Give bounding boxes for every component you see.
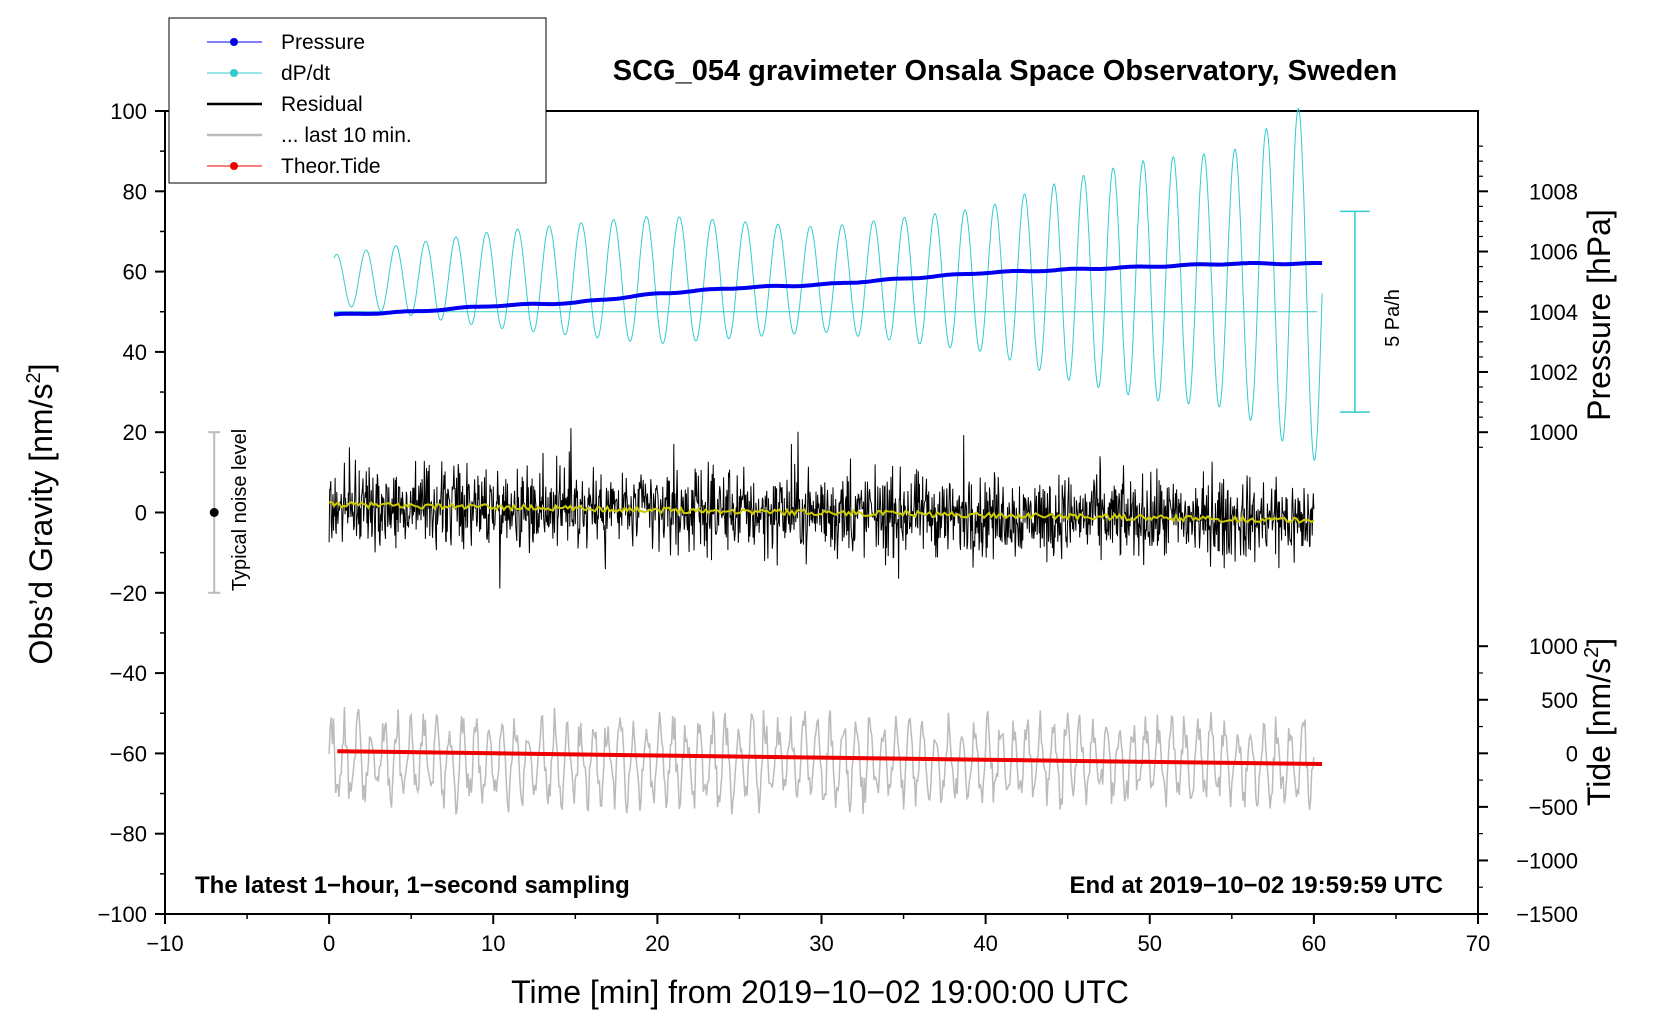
tide-axis-title: Tide [nm/s2] <box>1581 638 1617 806</box>
tide-axis-title-end: ] <box>1581 638 1617 647</box>
x-tick-label: 30 <box>809 931 833 956</box>
y-tick-label: 20 <box>123 420 147 445</box>
y-tick-label: −80 <box>110 822 147 847</box>
noise-level-label: Typical noise level <box>229 429 251 591</box>
y-axis-title: Obs’d Gravity [nm/s2] <box>23 364 59 665</box>
noise-center-dot <box>209 508 219 517</box>
residual-line <box>328 428 1315 589</box>
legend-label: Theor.Tide <box>281 155 381 178</box>
axes-layer: −10 0 10 20 30 40 50 60 70100806040200−20−40−60−… <box>97 99 1578 956</box>
tide-axis-title-sup: 2 <box>1581 647 1603 658</box>
pressure-tick-label: 1002 <box>1529 360 1578 385</box>
y-tick-label: 60 <box>123 260 147 285</box>
y-tick-label: 0 <box>135 501 147 526</box>
tide-tick-label: −500 <box>1528 795 1578 820</box>
last-10min-line <box>328 707 1315 815</box>
tide-tick-label: 1000 <box>1529 634 1578 659</box>
y-axis-title-end: ] <box>23 364 59 373</box>
legend-items: Pressure dP/dt Residual ... last 10 min. The… <box>207 31 412 178</box>
x-axis-title: Time [min] from 2019−10−02 19:00:00 UTC <box>511 974 1129 1010</box>
tide-tick-label: 500 <box>1541 688 1578 713</box>
x-tick-label: 40 <box>973 931 997 956</box>
tide-axis-title-text: Tide [nm/s <box>1581 658 1617 806</box>
pressure-axis-title: Pressure [hPa] <box>1581 209 1617 421</box>
chart-title: SCG_054 gravimeter Onsala Space Observat… <box>613 55 1397 87</box>
y-axis-title-sup: 2 <box>23 372 45 383</box>
y-tick-label: 80 <box>123 179 147 204</box>
x-tick-label: 0 <box>323 931 335 956</box>
annotation-layer <box>208 210 1370 594</box>
tide-tick-label: 0 <box>1566 741 1578 766</box>
y-tick-label: −40 <box>110 661 147 686</box>
legend-label: dP/dt <box>281 62 330 85</box>
pressure-tick-label: 1004 <box>1529 300 1578 325</box>
y-tick-label: 40 <box>123 340 147 365</box>
legend-box <box>168 17 547 184</box>
y-tick-label: −100 <box>97 902 147 927</box>
rate-scale-label: 5 Pa/h <box>1382 289 1404 347</box>
tide-tick-label: −1500 <box>1516 902 1578 927</box>
series-layer <box>328 107 1323 815</box>
pressure-tick-label: 1006 <box>1529 240 1578 265</box>
x-tick-label: 70 <box>1466 931 1490 956</box>
legend-label: Pressure <box>281 31 365 54</box>
pressure-tick-label: 1000 <box>1529 420 1578 445</box>
x-tick-label: 60 <box>1302 931 1326 956</box>
pressure-tick-label: 1008 <box>1529 179 1578 204</box>
legend-label: ... last 10 min. <box>281 124 412 147</box>
legend-label: Residual <box>281 93 363 116</box>
y-tick-label: −20 <box>110 581 147 606</box>
pressure-line <box>333 261 1323 317</box>
tide-tick-label: −1000 <box>1516 848 1578 873</box>
x-tick-label: 10 <box>481 931 505 956</box>
x-tick-label: −10 <box>146 931 183 956</box>
x-tick-label: 20 <box>645 931 669 956</box>
y-tick-label: 100 <box>110 99 147 124</box>
legend-swatch-marker <box>230 38 238 46</box>
legend-swatch-marker <box>230 69 238 77</box>
residual-smoothed-line <box>328 500 1315 524</box>
x-tick-label: 50 <box>1138 931 1162 956</box>
y-axis-title-text: Obs’d Gravity [nm/s <box>23 384 59 665</box>
caption-bottom-left: The latest 1−hour, 1−second sampling <box>195 872 630 899</box>
caption-bottom-right: End at 2019−10−02 19:59:59 UTC <box>1069 872 1443 899</box>
legend-swatch-marker <box>230 162 238 170</box>
legend: Pressure dP/dt Residual ... last 10 min. The… <box>168 17 547 184</box>
y-tick-label: −60 <box>110 741 147 766</box>
theor-tide-line <box>337 749 1323 766</box>
dpdt-line <box>333 107 1323 462</box>
